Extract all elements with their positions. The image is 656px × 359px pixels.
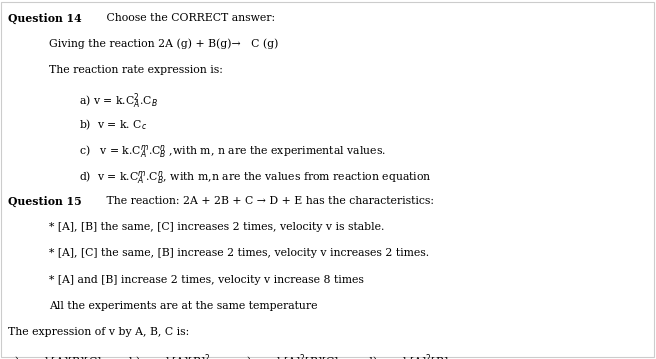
Text: The reaction: 2A + 2B + C → D + E has the characteristics:: The reaction: 2A + 2B + C → D + E has th…	[103, 196, 434, 206]
Text: a) v = k[A][B][C]        b) v = k[A][B]$^2$         c) v = k[A]$^2$[B][C]       : a) v = k[A][B][C] b) v = k[A][B]$^2$ c) …	[8, 353, 448, 359]
Text: * [A], [C] the same, [B] increase 2 times, velocity v increases 2 times.: * [A], [C] the same, [B] increase 2 time…	[49, 248, 429, 258]
Text: d)  v = k.C$_A^m$.C$_B^n$, with m,n are the values from reaction equation: d) v = k.C$_A^m$.C$_B^n$, with m,n are t…	[79, 170, 432, 186]
Text: Giving the reaction 2A (g) + B(g)→   C (g): Giving the reaction 2A (g) + B(g)→ C (g)	[49, 39, 279, 49]
Text: c)   v = k.C$_A^m$.C$_B^n$ ,with m, n are the experimental values.: c) v = k.C$_A^m$.C$_B^n$ ,with m, n are …	[79, 144, 386, 160]
Text: Question 15: Question 15	[8, 196, 81, 207]
Text: * [A], [B] the same, [C] increases 2 times, velocity v is stable.: * [A], [B] the same, [C] increases 2 tim…	[49, 222, 384, 232]
Text: b)  v = k. C$_c$: b) v = k. C$_c$	[79, 117, 147, 132]
Text: All the experiments are at the same temperature: All the experiments are at the same temp…	[49, 301, 318, 311]
Text: The reaction rate expression is:: The reaction rate expression is:	[49, 65, 223, 75]
Text: Question 14: Question 14	[8, 13, 81, 24]
Text: * [A] and [B] increase 2 times, velocity v increase 8 times: * [A] and [B] increase 2 times, velocity…	[49, 275, 364, 285]
Text: The expression of v by A, B, C is:: The expression of v by A, B, C is:	[8, 327, 189, 337]
Text: a) v = k.C$_A^2$.C$_B$: a) v = k.C$_A^2$.C$_B$	[79, 91, 157, 111]
Text: Choose the CORRECT answer:: Choose the CORRECT answer:	[103, 13, 275, 23]
